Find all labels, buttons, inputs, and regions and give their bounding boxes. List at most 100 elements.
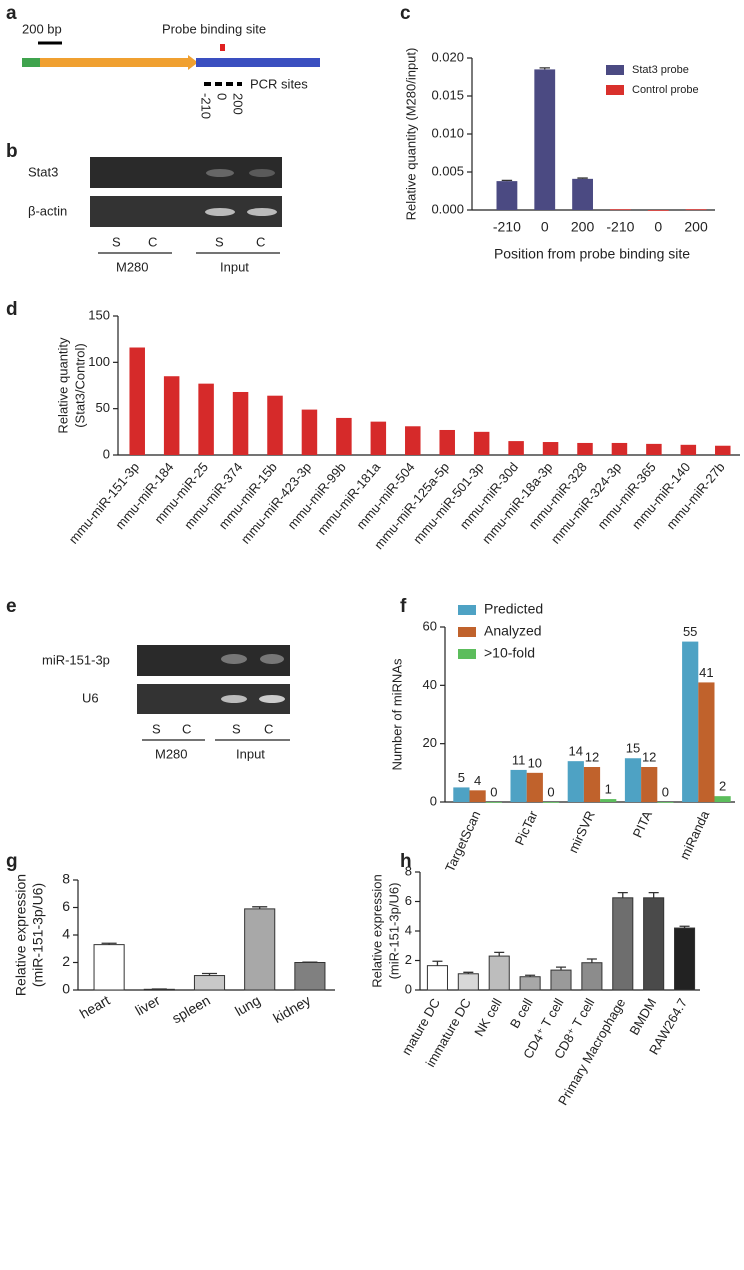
bar [405, 426, 421, 455]
x-tick-label: 0 [541, 219, 549, 235]
bar [714, 796, 731, 802]
x-tick-label: kidney [270, 992, 313, 1026]
y-axis-label: (miR-151-3p/U6) [386, 883, 401, 980]
y-tick-label: 50 [96, 400, 110, 415]
data-label: 11 [512, 752, 526, 767]
x-tick-label: B cell [507, 996, 536, 1031]
data-label: 1 [605, 782, 612, 797]
y-tick-label: 6 [62, 898, 70, 914]
panel-letter: c [400, 3, 411, 24]
data-label: 5 [458, 770, 465, 785]
x-tick-label: TargetScan [442, 808, 483, 874]
bar [611, 442, 628, 455]
probe-label: Probe binding site [162, 21, 266, 36]
bar [301, 409, 318, 455]
group-label: Input [220, 259, 249, 274]
y-axis-label: Relative expression [13, 874, 29, 996]
bar [232, 391, 249, 455]
data-label: 15 [626, 741, 640, 756]
lane-label: S [152, 721, 161, 736]
bar [646, 443, 662, 455]
y-tick-label: 6 [405, 893, 412, 908]
group-label: M280 [116, 259, 149, 274]
y-tick-label: 0.020 [431, 49, 464, 64]
position-label: 0 [215, 93, 230, 100]
y-axis-label: (Stat3/Control) [72, 343, 87, 428]
pcr-label: PCR sites [250, 76, 308, 91]
panel-a: a 200 bp Probe binding site PCR sites -2… [6, 3, 320, 119]
data-label: 55 [683, 624, 697, 639]
band [247, 208, 277, 216]
data-label: 12 [585, 749, 599, 764]
x-tick-label: spleen [169, 992, 213, 1026]
bar [698, 682, 715, 802]
bar [294, 962, 326, 991]
x-tick-label: lung [232, 992, 263, 1019]
bar [129, 347, 145, 455]
data-label: 12 [642, 749, 656, 764]
bar [336, 417, 352, 455]
x-tick-label: 0 [654, 219, 662, 235]
panel-e: e miR-151-3p U6 S C S C M280 Input [6, 596, 290, 761]
y-axis-label: Relative expression [369, 874, 384, 987]
bar [485, 802, 502, 803]
legend-label: Control probe [632, 84, 699, 96]
bar [453, 787, 470, 802]
bar [267, 395, 283, 455]
x-tick-label: heart [77, 992, 113, 1022]
bar [542, 802, 560, 803]
bar [682, 641, 699, 802]
error-bar [432, 960, 443, 966]
bar [674, 927, 696, 991]
arrow [188, 55, 198, 70]
lane-label: S [232, 721, 241, 736]
y-tick-label: 2 [405, 952, 412, 967]
y-tick-label: 2 [62, 953, 70, 969]
legend-label: Predicted [484, 601, 543, 617]
lane-label: S [215, 234, 224, 249]
data-label: 41 [699, 665, 713, 680]
bar [534, 69, 556, 211]
y-tick-label: 0.000 [431, 201, 464, 216]
group-label: M280 [155, 746, 188, 761]
row-label: U6 [82, 690, 99, 705]
x-axis-label: Position from probe binding site [494, 246, 690, 262]
bar [439, 429, 455, 455]
bar [647, 210, 669, 211]
data-label: 0 [547, 784, 554, 799]
x-tick-label: miRanda [677, 808, 713, 862]
lane-label: C [182, 721, 191, 736]
bar [193, 975, 226, 991]
panel-letter: g [6, 851, 18, 872]
y-tick-label: 0.015 [431, 87, 464, 102]
data-label: 10 [528, 755, 542, 770]
segment-orange [40, 58, 188, 67]
bar [572, 178, 593, 210]
segment-green [22, 58, 40, 67]
bar [550, 969, 572, 991]
band [260, 654, 284, 664]
legend-swatch [458, 605, 476, 615]
y-axis-label: (miR-151-3p/U6) [30, 883, 46, 987]
bar [680, 444, 697, 455]
bar [612, 897, 634, 991]
bar [567, 761, 584, 802]
error-bar [101, 942, 117, 945]
y-tick-label: 0 [430, 793, 437, 808]
error-bar [539, 67, 550, 70]
x-tick-label: BMDM [626, 996, 659, 1038]
y-axis-label: Relative quantity (M280/input) [403, 48, 418, 221]
data-label: 14 [569, 744, 583, 759]
bar [244, 908, 276, 991]
y-tick-label: 8 [405, 863, 412, 878]
error-bar [617, 892, 628, 898]
error-bar [525, 974, 536, 977]
segment-blue [196, 58, 320, 67]
band [206, 169, 234, 177]
bar [715, 445, 731, 455]
x-tick-label: PicTar [512, 808, 541, 848]
error-bar [586, 958, 597, 963]
error-bar [648, 892, 659, 898]
error-bar [679, 925, 690, 929]
row-label: β-actin [28, 203, 67, 218]
